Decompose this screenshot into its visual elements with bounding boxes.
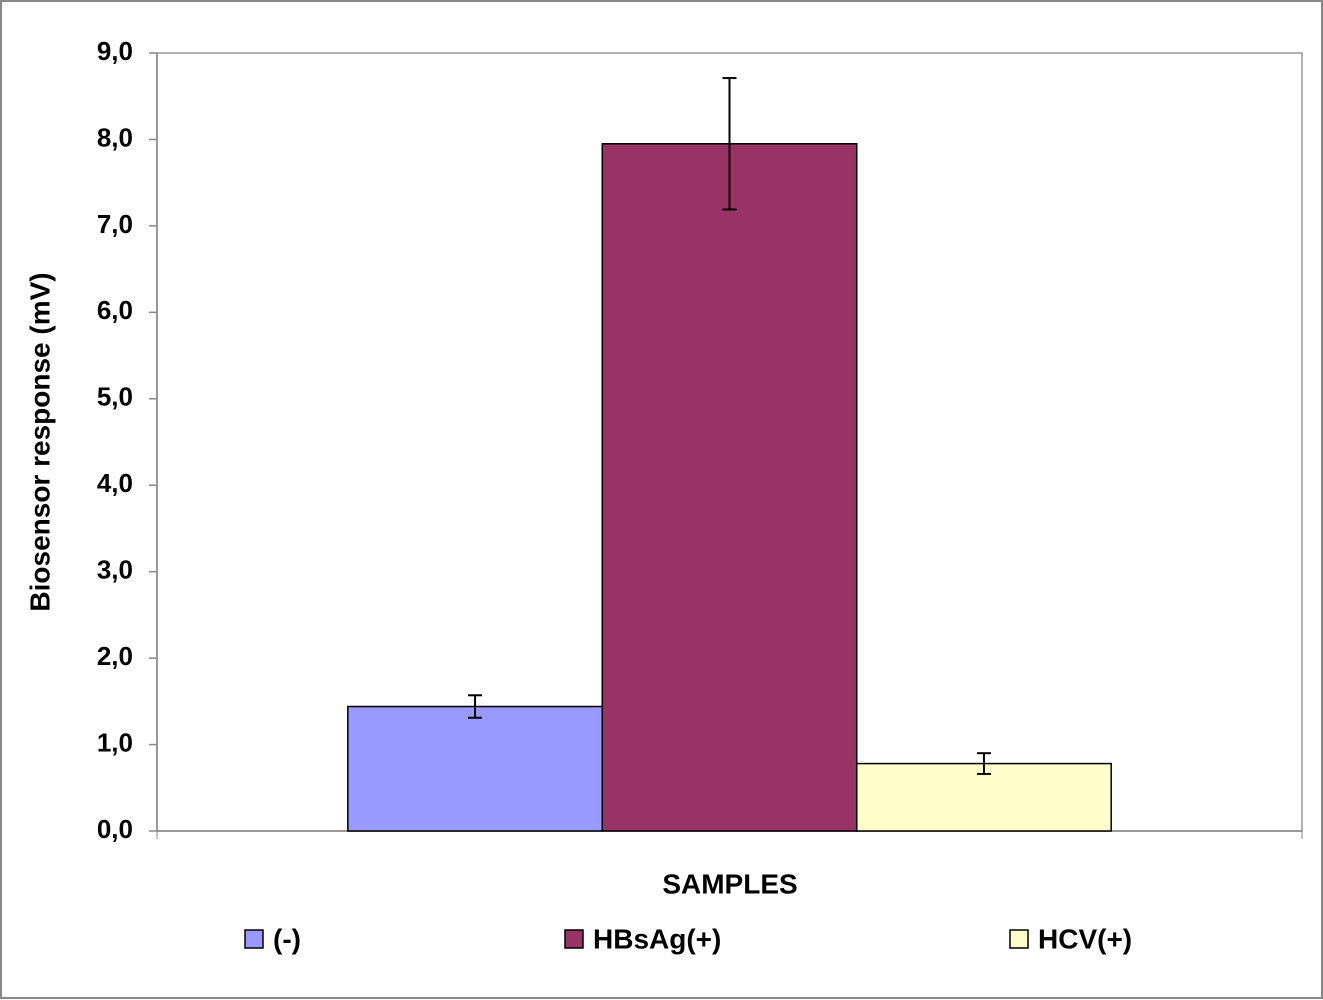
legend-swatch: [564, 929, 584, 949]
error-bar: [722, 77, 737, 211]
y-tick-label: 2,0: [97, 641, 133, 671]
legend-label: (-): [273, 923, 301, 954]
error-bar: [976, 752, 991, 775]
legend-swatch: [244, 929, 264, 949]
legend-label: HCV(+): [1038, 923, 1132, 954]
bar: [347, 705, 604, 832]
y-tick-label: 3,0: [97, 555, 133, 585]
y-tick-label: 7,0: [97, 209, 133, 239]
y-tick-label: 4,0: [97, 468, 133, 498]
y-tick-label: 8,0: [97, 122, 133, 152]
x-axis-title: SAMPLES: [662, 868, 797, 899]
y-tick-label: 0,0: [97, 814, 133, 844]
bar: [601, 143, 858, 832]
y-tick-label: 6,0: [97, 295, 133, 325]
y-tick-label: 1,0: [97, 727, 133, 757]
legend-label: HBsAg(+): [593, 923, 721, 954]
legend-swatch: [1009, 929, 1029, 949]
y-tick-label: 9,0: [97, 36, 133, 66]
error-bar: [468, 694, 483, 719]
y-tick-label: 5,0: [97, 382, 133, 412]
y-axis-title: Biosensor response (mV): [24, 272, 55, 611]
